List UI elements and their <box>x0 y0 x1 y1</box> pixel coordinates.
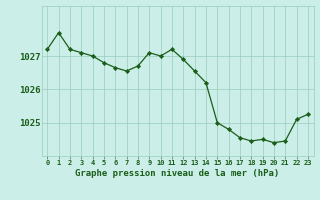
X-axis label: Graphe pression niveau de la mer (hPa): Graphe pression niveau de la mer (hPa) <box>76 169 280 178</box>
